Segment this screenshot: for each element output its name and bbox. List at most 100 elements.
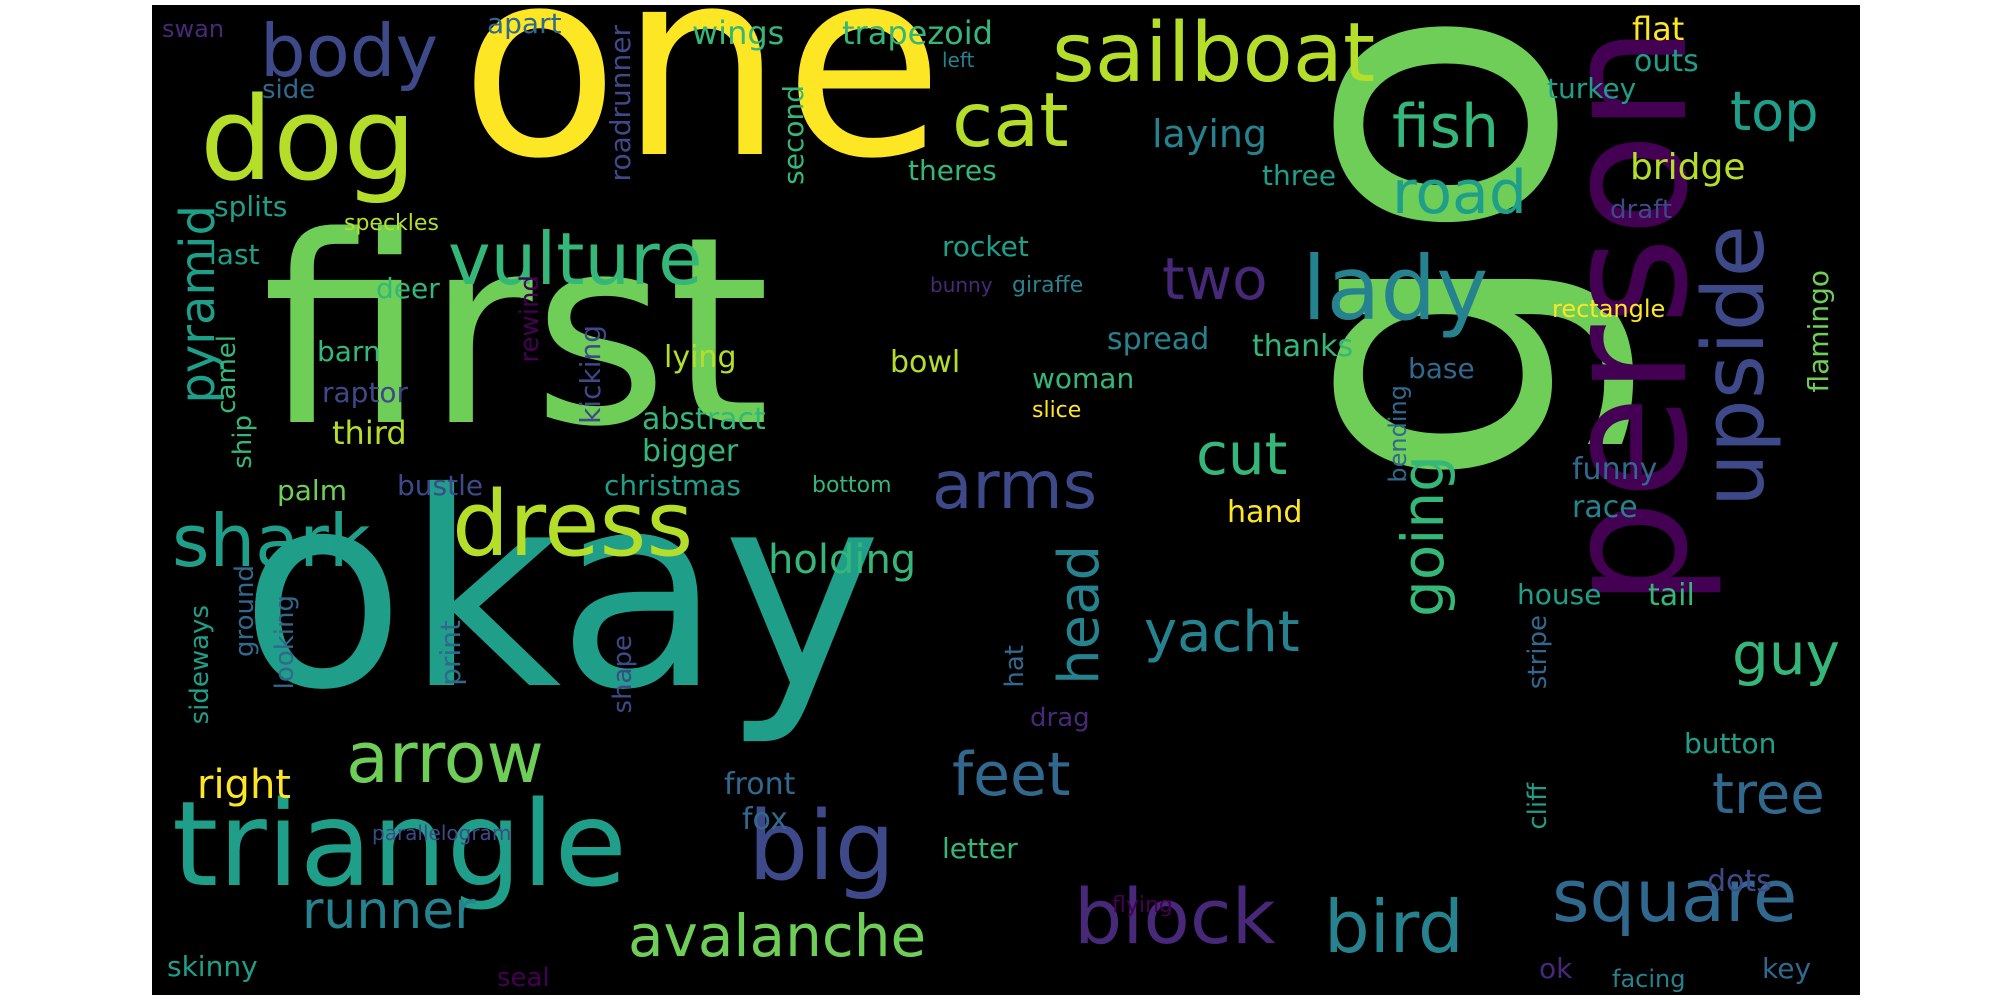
word-base: base [1408, 352, 1475, 385]
word-slice: slice [1032, 398, 1082, 423]
word-bird: bird [1324, 885, 1464, 969]
word-parallelogram: parallelogram [372, 821, 512, 845]
word-splits: splits [214, 190, 288, 223]
word-avalanche: avalanche [628, 902, 927, 970]
word-facing: facing [1612, 965, 1686, 993]
word-feet: feet [952, 740, 1071, 810]
word-hat: hat [1000, 645, 1030, 688]
word-woman: woman [1032, 362, 1135, 395]
word-square: square [1552, 854, 1798, 938]
word-shark: shark [172, 499, 371, 583]
word-arrow: arrow [346, 717, 544, 799]
word-tree: tree [1712, 762, 1825, 827]
word-stripe: stripe [1523, 615, 1553, 690]
word-head: head [1047, 545, 1112, 685]
word-hand: hand [1227, 495, 1303, 530]
word-barn: barn [317, 335, 381, 368]
word-bridge: bridge [1630, 147, 1746, 188]
word-first: first [262, 182, 771, 484]
word-yacht: yacht [1144, 600, 1300, 665]
word-skinny: skinny [167, 950, 258, 983]
word-front: front [724, 767, 796, 802]
word-sailboat: sailboat [1052, 6, 1376, 101]
word-fish: fish [1392, 92, 1500, 162]
word-drag: drag [1030, 703, 1090, 733]
word-seal: seal [497, 963, 550, 993]
word-third: third [332, 414, 407, 452]
word-giraffe: giraffe [1012, 273, 1084, 298]
word-ground: ground [230, 565, 260, 657]
word-key: key [1762, 952, 1812, 985]
word-race: race [1572, 490, 1638, 525]
word-rectangle: rectangle [1552, 295, 1666, 323]
word-dog: dog [200, 73, 417, 207]
word-sideways: sideways [185, 605, 215, 725]
word-cloud-canvas: go first okay one person triangle dog sa… [152, 5, 1860, 995]
word-cat: cat [952, 76, 1069, 164]
word-draft: draft [1610, 195, 1673, 225]
word-turkey: turkey [1547, 72, 1637, 105]
word-spread: spread [1107, 322, 1210, 357]
word-outs: outs [1634, 44, 1699, 79]
word-theres: theres [908, 154, 997, 187]
word-big: big [748, 792, 895, 902]
word-letter: letter [942, 832, 1018, 865]
word-arms: arms [932, 447, 1098, 524]
word-abstract: abstract [642, 402, 766, 437]
word-bunny: bunny [930, 273, 993, 297]
word-bottom: bottom [812, 473, 892, 498]
word-swan: swan [162, 15, 225, 43]
word-right: right [197, 762, 291, 808]
word-speckles: speckles [344, 211, 439, 236]
word-ok: ok [1539, 952, 1573, 985]
word-shape: shape [608, 635, 638, 714]
word-three: three [1262, 159, 1337, 192]
word-roadrunner: roadrunner [604, 25, 637, 182]
word-one: one [460, 5, 944, 216]
word-lady: lady [1302, 237, 1489, 340]
word-cut: cut [1196, 420, 1288, 488]
word-bigger: bigger [642, 434, 739, 469]
word-dress: dress [452, 472, 694, 577]
word-palm: palm [277, 474, 347, 507]
word-bustle: bustle [397, 469, 484, 502]
word-lying: lying [664, 340, 737, 375]
word-okay: okay [240, 434, 883, 749]
word-last: last [209, 238, 260, 271]
word-flamingo: flamingo [1802, 270, 1835, 393]
word-guy: guy [1732, 620, 1840, 688]
word-rocket: rocket [942, 230, 1029, 263]
word-deer: deer [376, 272, 440, 305]
word-bending: bending [1384, 385, 1412, 483]
word-laying: laying [1152, 112, 1268, 156]
word-rewind: rewind [515, 275, 545, 363]
word-trapezoid: trapezoid [842, 14, 993, 52]
word-wings: wings [692, 14, 785, 52]
word-kicking: kicking [574, 325, 607, 424]
word-block: block [1074, 872, 1276, 961]
word-camel: camel [212, 335, 242, 414]
word-fox: fox [742, 802, 788, 837]
word-triangle: triangle [172, 775, 627, 913]
word-body: body [260, 9, 439, 93]
word-upside: upside [1685, 225, 1784, 507]
word-button: button [1684, 727, 1777, 760]
word-top: top [1730, 80, 1819, 143]
word-print: print [434, 620, 467, 686]
word-raptor: raptor [322, 376, 409, 409]
word-flying: flying [1112, 893, 1173, 918]
word-road: road [1392, 158, 1527, 228]
word-side: side [262, 75, 316, 105]
word-runner: runner [302, 881, 476, 941]
word-house: house [1517, 578, 1602, 611]
word-thanks: thanks [1252, 329, 1354, 364]
word-apart: apart [487, 7, 562, 40]
word-ship: ship [228, 415, 258, 469]
word-flat: flat [1632, 10, 1685, 48]
word-second: second [777, 85, 810, 185]
word-dots: dots [1707, 864, 1772, 899]
word-looking: looking [270, 595, 300, 690]
word-holding: holding [768, 537, 917, 583]
word-cliff: cliff [1523, 783, 1553, 830]
word-left: left [942, 48, 975, 72]
